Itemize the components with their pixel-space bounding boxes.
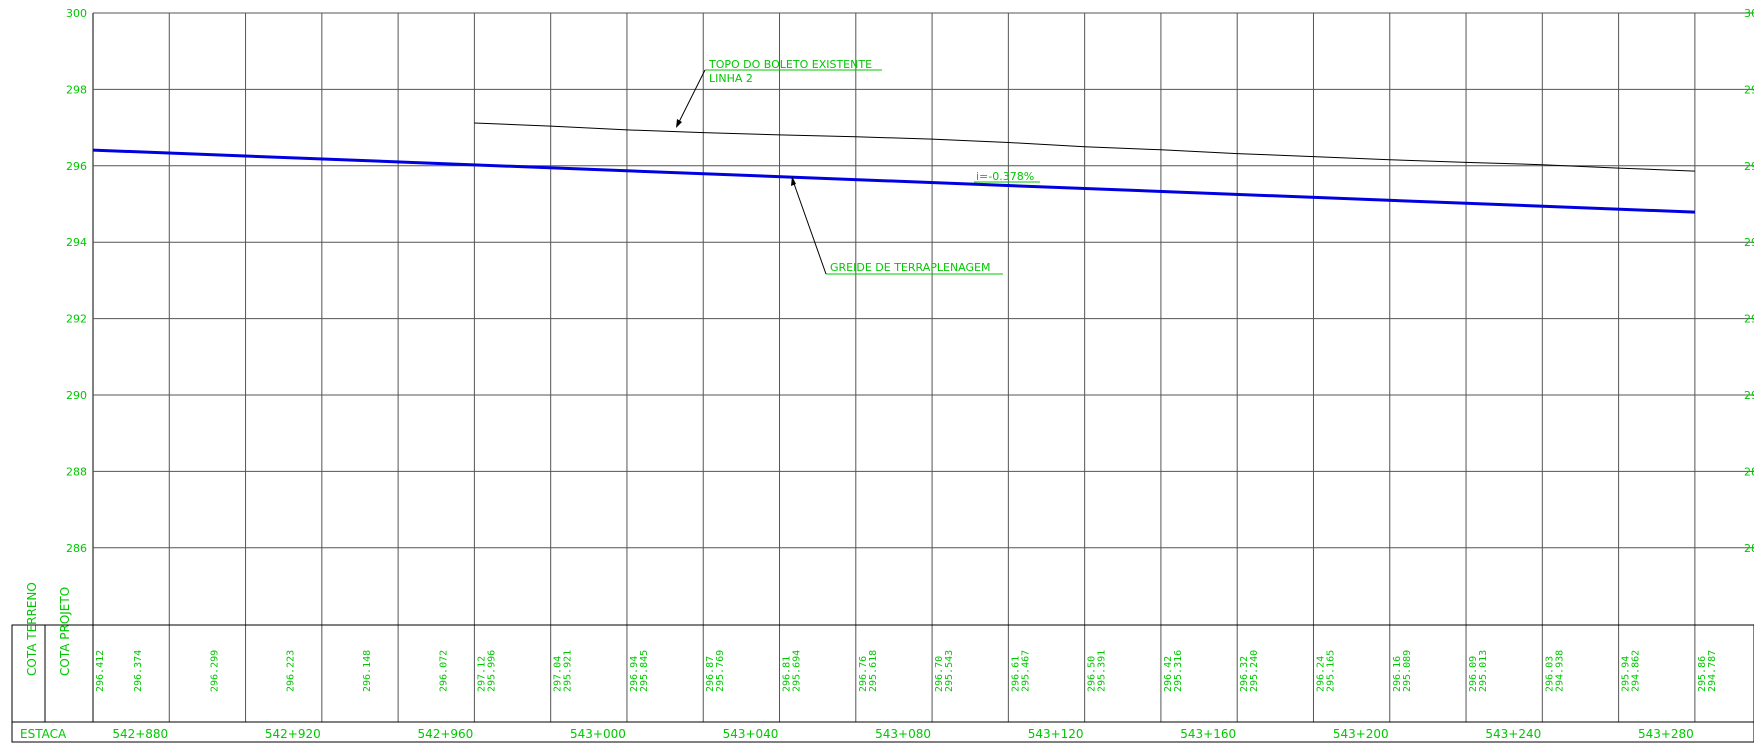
annotation-existing-line-1: TOPO DO BOLETO EXISTENTE: [708, 58, 872, 71]
grid: [92, 12, 1754, 722]
cota-projeto-value: 294.938: [1554, 650, 1565, 692]
station-label: 543+240: [1485, 727, 1541, 741]
cota-terreno-value: 296.03: [1544, 656, 1555, 692]
y-tick-label-right: 286: [1744, 542, 1754, 555]
y-tick-label-right: 288: [1744, 465, 1754, 478]
cota-terreno-value: 296.09: [1468, 656, 1479, 692]
cota-projeto-value: 296.299: [209, 650, 220, 692]
cota-projeto-value: 294.787: [1707, 650, 1718, 692]
profile-lines: [92, 122, 1695, 214]
annotation-existing-line-2: LINHA 2: [709, 72, 753, 85]
cota-projeto-value: 296.223: [286, 650, 297, 692]
station-label: 542+960: [417, 727, 473, 741]
cota-terreno-value: 296.61: [1010, 656, 1021, 692]
cota-terreno-value: 296.70: [934, 656, 945, 692]
cota-projeto-value: 294.862: [1631, 650, 1642, 692]
station-label: 542+880: [112, 727, 168, 741]
cota-terreno-value: 296.94: [629, 656, 640, 692]
cota-projeto-value: 295.618: [868, 650, 879, 692]
y-tick-label: 300: [66, 7, 87, 20]
station-label: 543+120: [1028, 727, 1084, 741]
cota-terreno-value: 297.04: [553, 656, 564, 692]
annotation-grade-arrowhead: [791, 176, 796, 186]
cota-projeto-value: 295.921: [563, 650, 574, 692]
y-tick-label: 288: [66, 465, 87, 478]
cota-projeto-value: 295.316: [1173, 650, 1184, 692]
station-label: 543+000: [570, 727, 626, 741]
annotation-grade-label: GREIDE DE TERRAPLENAGEM: [830, 261, 990, 274]
y-tick-label: 290: [66, 389, 87, 402]
station-label: 543+080: [875, 727, 931, 741]
cota-projeto-value: 295.769: [715, 650, 726, 692]
station-label: 542+920: [265, 727, 321, 741]
annotations: TOPO DO BOLETO EXISTENTE LINHA 2 GREIDE …: [676, 58, 1040, 275]
label-cota-terreno: COTA TERRENO: [25, 582, 39, 676]
cota-terreno-value: 295.94: [1621, 656, 1632, 692]
annotation-existing-arrowhead: [676, 119, 682, 128]
station-label: 543+200: [1333, 727, 1389, 741]
station-label: 543+280: [1638, 727, 1694, 741]
y-tick-label-right: 296: [1744, 160, 1754, 173]
cota-terreno-value: 296.81: [782, 656, 793, 692]
cota-projeto-value: 295.845: [639, 650, 650, 692]
cota-projeto-value: 295.165: [1325, 650, 1336, 692]
cota-projeto-value: 295.013: [1478, 650, 1489, 692]
cota-terreno-value: 296.42: [1163, 656, 1174, 692]
annotation-grade-leader: [791, 177, 827, 275]
cota-terreno-value: 297.12: [476, 656, 487, 692]
cota-terreno-value: 296.24: [1315, 656, 1326, 692]
cota-terreno-value: 296.32: [1239, 656, 1250, 692]
grade-line: [92, 148, 1695, 214]
cota-projeto-value: 295.467: [1020, 650, 1031, 692]
y-tick-label: 294: [66, 236, 87, 249]
data-table: COTA TERRENO COTA PROJETO ESTACA 296.412…: [11, 582, 1754, 743]
y-tick-label: 292: [66, 313, 87, 326]
y-tick-label: 298: [66, 83, 87, 96]
cota-projeto-value: 295.391: [1097, 650, 1108, 692]
cota-projeto-value: 296.148: [362, 650, 373, 692]
cota-terreno-value: 296.87: [705, 656, 716, 692]
label-cota-projeto: COTA PROJETO: [58, 587, 72, 676]
y-tick-label-right: 292: [1744, 313, 1754, 326]
cota-projeto-value: 295.694: [792, 650, 803, 692]
y-tick-label: 296: [66, 160, 87, 173]
cota-projeto-value: 296.072: [438, 650, 449, 692]
table-frame: [11, 624, 1754, 743]
existing-line: [474, 122, 1695, 172]
cota-projeto-value: 295.543: [944, 650, 955, 692]
y-tick-label-right: 298: [1744, 83, 1754, 96]
cota-projeto-value: 295.089: [1402, 650, 1413, 692]
cota-projeto-value: 296.374: [133, 650, 144, 692]
cota-terreno-value: 296.76: [858, 656, 869, 692]
elevation-axis: 300 300 298 298 296 296 294 294 292 292 290 290 288 2…: [66, 7, 1754, 555]
annotation-existing-leader: [676, 69, 706, 127]
label-estaca: ESTACA: [20, 727, 67, 741]
y-tick-label-right: 300: [1744, 7, 1754, 20]
cota-terreno-value: 296.16: [1392, 656, 1403, 692]
cota-projeto-value: 296.412: [95, 650, 106, 692]
y-tick-label-right: 294: [1744, 236, 1754, 249]
cota-projeto-value: 295.996: [486, 650, 497, 692]
station-label: 543+040: [723, 727, 779, 741]
y-tick-label-right: 290: [1744, 389, 1754, 402]
station-label: 543+160: [1180, 727, 1236, 741]
y-tick-label: 286: [66, 542, 87, 555]
annotation-slope: i=-0.378%: [976, 170, 1034, 183]
cota-projeto-value: 295.240: [1249, 650, 1260, 692]
cota-terreno-value: 296.50: [1087, 656, 1098, 692]
cota-terreno-value: 295.86: [1697, 656, 1708, 692]
